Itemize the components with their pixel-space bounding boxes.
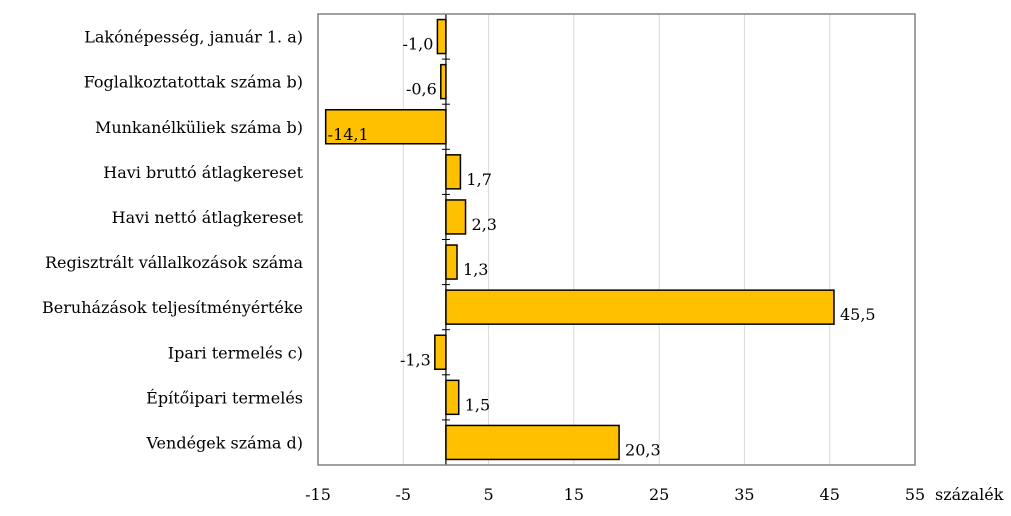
value-label: 1,5 [465,395,490,414]
x-axis-label: százalék [935,485,1004,504]
bar [436,18,447,55]
value-label: 2,3 [472,215,497,234]
x-tick-label: 25 [649,485,669,504]
category-label: Regisztrált vállalkozások száma [45,253,304,272]
bar [440,63,447,100]
category-label: Beruházások teljesítményértéke [42,298,303,317]
category-label: Építőipari termelés [146,387,303,407]
value-label: 20,3 [625,440,661,459]
value-label: 1,7 [466,170,491,189]
bar [445,154,462,190]
x-tick-label: 55 [905,485,925,504]
category-label: Munkanélküliek száma b) [95,118,303,137]
x-tick-labels: -15 -5 5 15 25 35 45 55 [305,485,925,504]
value-label: -1,3 [400,350,431,369]
x-tick-label: 15 [564,485,584,504]
plot-area-frame [317,13,916,466]
value-label: 1,3 [463,260,488,279]
x-tick-label: -5 [395,485,411,504]
bar [445,379,460,416]
value-label: -1,0 [403,35,434,54]
value-label: -14,1 [328,125,369,144]
bar [324,109,447,145]
value-label: -0,6 [406,80,437,99]
x-tick-label: 35 [734,485,754,504]
category-label: Havi bruttó átlagkereset [103,163,303,182]
category-label: Havi nettó átlagkereset [112,208,304,227]
bar [445,424,620,461]
value-label: 45,5 [840,305,876,324]
x-tick-label: 45 [820,485,840,504]
category-label: Foglalkoztatottak száma b) [84,73,303,92]
bars [324,18,835,461]
x-tick-label: -15 [305,485,331,504]
category-label: Ipari termelés c) [168,343,303,362]
value-labels: -1,0 -0,6 -14,1 1,7 2,3 1,3 45,5 -1,3 1,5 20,3 [328,35,876,460]
category-label: Vendégek száma d) [145,433,303,452]
x-tick-label: 5 [483,485,493,504]
bar [445,289,835,325]
bar [445,199,467,235]
gridlines [402,14,831,465]
bar [445,244,458,280]
category-labels: Lakónépesség, január 1. a) Foglalkoztatot… [42,28,304,453]
category-label: Lakónépesség, január 1. a) [84,28,303,47]
bar [434,334,447,370]
